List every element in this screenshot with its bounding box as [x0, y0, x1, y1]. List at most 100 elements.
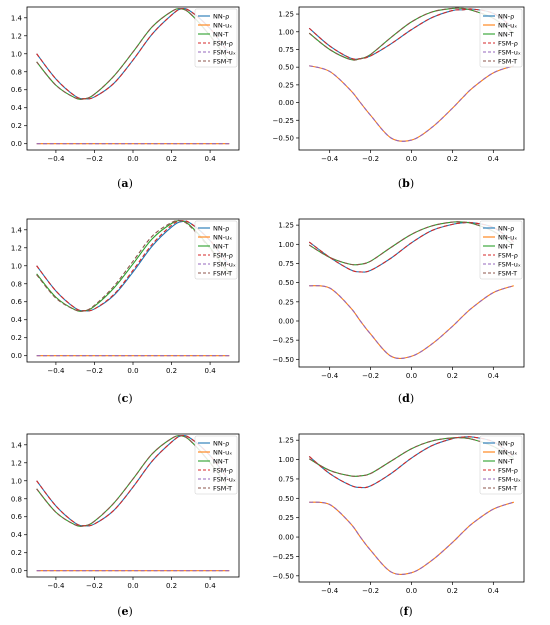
y-tick-label: 1.2	[11, 459, 22, 467]
legend-label: NN-uₓ	[498, 233, 517, 241]
legend-label: NN-ρ	[498, 439, 514, 447]
y-tick-label: 1.25	[278, 11, 294, 19]
y-tick-label: 0.50	[278, 279, 294, 287]
legend-label: NN-T	[213, 30, 228, 38]
x-tick-label: 0.4	[205, 582, 217, 590]
y-tick-label: 0.8	[11, 68, 22, 76]
y-tick-label: 1.4	[11, 14, 23, 22]
y-tick-label: −0.25	[273, 553, 294, 561]
y-tick-label: 0.6	[11, 298, 23, 306]
series-line-fsm-ux	[309, 285, 514, 359]
legend-label: FSM-ρ	[213, 251, 233, 259]
legend-label: FSM-ρ	[498, 39, 518, 47]
y-tick-label: 0.50	[278, 64, 294, 72]
y-tick-label: −0.25	[273, 117, 294, 125]
legend-label: FSM-T	[213, 269, 232, 277]
y-tick-label: 1.0	[11, 477, 22, 485]
x-tick-label: 0.4	[205, 155, 217, 163]
series-line-fsm-rho	[36, 434, 230, 527]
x-tick-label: 0.0	[406, 587, 417, 595]
y-tick-label: 1.25	[278, 437, 294, 445]
chart-panel-f: −0.4 −0.2 0.0 0.2 0.4 −0.50 −0.25 0.00 0.25 0.50 0…	[273, 433, 525, 618]
y-tick-label: 0.50	[278, 495, 294, 503]
x-tick-label: 0.0	[406, 155, 417, 163]
y-tick-label: −0.50	[273, 572, 294, 580]
y-tick-label: 0.0	[11, 140, 22, 148]
series-line-fsm-ux	[309, 501, 514, 575]
y-tick-label: 1.2	[11, 244, 22, 252]
series-line-fsm-ux	[309, 65, 514, 142]
y-tick-label: 0.6	[11, 86, 23, 94]
y-tick-label: 0.6	[11, 513, 23, 521]
y-tick-label: 0.4	[11, 316, 23, 324]
legend-label: FSM-uₓ	[498, 475, 521, 483]
legend-label: NN-T	[213, 242, 228, 250]
legend-label: NN-ρ	[498, 12, 514, 20]
chart-panel-a: −0.4 −0.2 0.0 0.2 0.4 0.0 0.2 0.4 0.6 0.8 1.0 1.2 1.…	[11, 6, 240, 190]
y-tick-label: 1.00	[278, 28, 294, 36]
y-tick-label: −0.50	[273, 356, 294, 364]
series-line-fsm-t	[36, 8, 230, 100]
x-tick-label: −0.4	[47, 582, 65, 590]
legend-label: NN-T	[498, 30, 513, 38]
series-line-fsm-t	[308, 221, 515, 266]
x-tick-label: −0.4	[47, 155, 65, 163]
legend-label: FSM-T	[498, 484, 517, 492]
x-tick-label: 0.4	[205, 367, 217, 375]
y-tick-label: 1.00	[278, 241, 294, 249]
y-tick-label: −0.50	[273, 134, 294, 142]
panel-caption: (b)	[398, 177, 414, 190]
y-tick-label: 0.25	[278, 298, 294, 306]
series-line-fsm-rho	[36, 7, 230, 100]
chart-panel-b: −0.4 −0.2 0.0 0.2 0.4 −0.50 −0.25 0.00 0.25 0.50 0…	[273, 6, 525, 190]
x-tick-label: 0.0	[127, 582, 138, 590]
x-tick-label: 0.2	[166, 155, 177, 163]
legend-label: NN-T	[213, 457, 228, 465]
y-tick-label: 1.25	[278, 222, 294, 230]
y-tick-label: 0.75	[278, 475, 294, 483]
x-tick-label: 0.4	[488, 587, 500, 595]
legend-label: FSM-T	[213, 57, 232, 65]
y-tick-label: 1.4	[11, 441, 23, 449]
y-tick-label: 0.4	[11, 104, 23, 112]
series-line-nn-ux	[309, 65, 514, 142]
legend-label: FSM-uₓ	[213, 260, 236, 268]
legend-label: NN-T	[498, 457, 513, 465]
y-tick-label: 0.2	[11, 334, 22, 342]
x-tick-label: −0.4	[321, 587, 339, 595]
y-tick-label: 0.25	[278, 81, 294, 89]
panel-caption: (d)	[398, 392, 414, 405]
x-tick-label: 0.0	[406, 372, 417, 380]
x-tick-label: 0.2	[166, 582, 177, 590]
legend-label: FSM-ρ	[498, 466, 518, 474]
legend-label: FSM-ρ	[213, 39, 233, 47]
x-tick-label: 0.0	[127, 367, 138, 375]
legend-label: NN-uₓ	[213, 233, 232, 241]
legend-label: FSM-T	[498, 57, 517, 65]
legend-label: FSM-ρ	[498, 251, 518, 259]
chart-panel-e: −0.4 −0.2 0.0 0.2 0.4 0.0 0.2 0.4 0.6 0.8 1.0 1.2 1.…	[11, 433, 240, 618]
panel-caption: (e)	[117, 605, 133, 618]
y-tick-label: 1.2	[11, 32, 22, 40]
x-tick-label: −0.2	[362, 372, 379, 380]
series-line-fsm-t	[36, 435, 230, 527]
series-line-fsm-rho	[36, 220, 230, 312]
y-tick-label: −0.25	[273, 337, 294, 345]
y-tick-label: 1.0	[11, 50, 22, 58]
y-tick-label: 0.75	[278, 260, 294, 268]
series-line-fsm-t	[36, 219, 230, 312]
y-tick-label: 0.75	[278, 46, 294, 54]
legend-label: FSM-T	[498, 269, 517, 277]
x-tick-label: 0.4	[488, 155, 500, 163]
legend-label: FSM-uₓ	[213, 48, 236, 56]
y-tick-label: 1.0	[11, 262, 22, 270]
series-line-fsm-rho	[308, 8, 515, 60]
y-tick-label: 0.00	[278, 99, 294, 107]
x-tick-label: −0.2	[362, 587, 379, 595]
x-tick-label: −0.2	[86, 367, 103, 375]
chart-panel-d: −0.4 −0.2 0.0 0.2 0.4 −0.50 −0.25 0.00 0.25 0.50 0…	[273, 218, 525, 405]
y-tick-label: 0.4	[11, 531, 23, 539]
legend-label: FSM-ρ	[213, 466, 233, 474]
y-tick-label: 0.25	[278, 514, 294, 522]
